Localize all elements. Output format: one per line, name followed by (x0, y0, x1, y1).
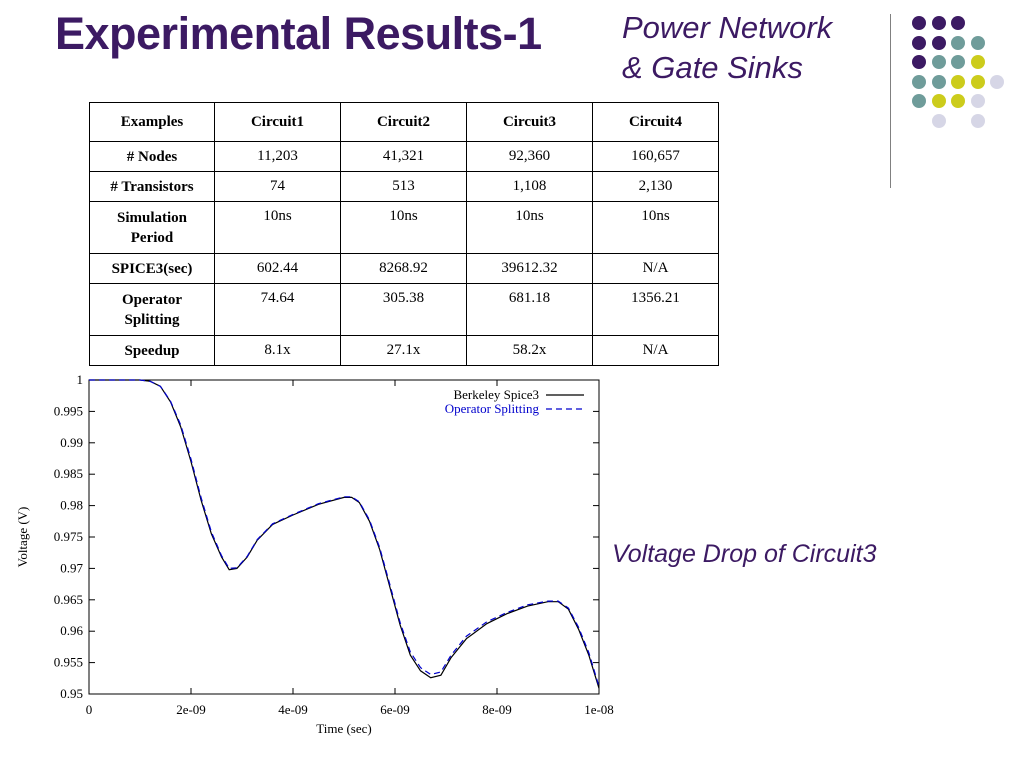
table-cell: N/A (592, 253, 719, 284)
decorative-dot (970, 74, 985, 89)
y-tick-label: 0.99 (60, 435, 83, 450)
y-tick-label: 0.955 (54, 655, 83, 670)
voltage-chart: 0.95 0.955 0.96 0.965 0.97 0.975 0.98 0.985 0.99… (15, 372, 614, 736)
decorative-dot (970, 55, 985, 69)
decorative-divider (890, 14, 891, 188)
decorative-dot (931, 113, 946, 128)
y-tick-label: 1 (77, 372, 84, 387)
table-cell: 681.18 (466, 283, 593, 336)
table-row: # Nodes 11,203 41,321 92,360 160,657 (89, 141, 719, 172)
table-header-cell: Examples (89, 102, 215, 142)
x-axis-label: Time (sec) (316, 721, 372, 736)
table-row-header: # Transistors (89, 171, 215, 202)
series-line-operator-splitting (89, 379, 600, 687)
decorative-dot (931, 35, 946, 50)
subtitle-line-1: Power Network (622, 10, 833, 45)
decorative-dot (990, 74, 1004, 89)
table-cell: 160,657 (592, 141, 719, 172)
slide-title: Experimental Results-1 (55, 8, 542, 59)
table-row-header: # Nodes (89, 141, 215, 172)
decorative-dot (912, 94, 926, 108)
y-tick-label: 0.95 (60, 686, 83, 701)
series-line-spice3 (89, 379, 600, 689)
table-row: # Transistors 74 513 1,108 2,130 (89, 171, 719, 202)
decorative-dot (951, 94, 965, 108)
y-tick-label: 0.995 (54, 403, 83, 418)
y-axis-label: Voltage (V) (15, 507, 30, 568)
table-cell: 58.2x (466, 335, 593, 366)
decorative-dot (931, 55, 946, 69)
decorative-dot (951, 74, 965, 89)
decorative-dot (970, 35, 985, 50)
table-header-cell: Circuit1 (214, 102, 341, 142)
table-header-cell: Circuit3 (466, 102, 593, 142)
decorative-dot (931, 94, 946, 108)
table-row-header: SPICE3(sec) (89, 253, 215, 284)
table-row: Simulation Period 10ns 10ns 10ns 10ns (89, 201, 719, 254)
decorative-dot (970, 113, 985, 128)
y-tick-label: 0.96 (60, 623, 83, 638)
legend-label: Operator Splitting (445, 401, 540, 416)
table-cell: 1,108 (466, 171, 593, 202)
decorative-dot (931, 74, 946, 89)
y-tick-label: 0.97 (60, 560, 83, 575)
table-header-cell: Circuit2 (340, 102, 467, 142)
table-cell: 27.1x (340, 335, 467, 366)
x-tick-label: 6e-09 (380, 702, 410, 717)
table-cell: 39612.32 (466, 253, 593, 284)
table-cell: 8268.92 (340, 253, 467, 284)
decorative-dot (951, 55, 965, 69)
table-cell: 10ns (214, 201, 341, 254)
y-tick-label: 0.975 (54, 529, 83, 544)
table-cell: 11,203 (214, 141, 341, 172)
slide-subtitle: Power Network & Gate Sinks (622, 8, 832, 88)
table-cell: 10ns (466, 201, 593, 254)
table-cell: 602.44 (214, 253, 341, 284)
x-tick-label: 4e-09 (278, 702, 308, 717)
table-header-row: Examples Circuit1 Circuit2 Circuit3 Circ… (89, 102, 719, 142)
decorative-dot (912, 16, 926, 30)
subtitle-line-2: & Gate Sinks (622, 50, 803, 85)
decorative-dot (912, 55, 926, 69)
table-cell: 8.1x (214, 335, 341, 366)
x-tick-label: 8e-09 (482, 702, 512, 717)
plot-frame (88, 379, 600, 695)
decorative-dot (931, 16, 946, 30)
table-row-header: Operator Splitting (89, 283, 215, 336)
x-tick-label: 0 (86, 702, 93, 717)
y-tick-label: 0.965 (54, 592, 83, 607)
table-cell: 513 (340, 171, 467, 202)
chart-caption: Voltage Drop of Circuit3 (612, 540, 877, 568)
table-row-header: Simulation Period (89, 201, 215, 254)
table-row: SPICE3(sec) 602.44 8268.92 39612.32 N/A (89, 253, 719, 284)
table-cell: N/A (592, 335, 719, 366)
table-row: Operator Splitting 74.64 305.38 681.18 1… (89, 283, 719, 336)
legend-label: Berkeley Spice3 (453, 387, 539, 402)
x-tick-label: 1e-08 (584, 702, 614, 717)
table-row-header: Speedup (89, 335, 215, 366)
y-tick-label: 0.985 (54, 466, 83, 481)
y-tick-label: 0.98 (60, 498, 83, 513)
table-row: Speedup 8.1x 27.1x 58.2x N/A (89, 335, 719, 366)
table-cell: 41,321 (340, 141, 467, 172)
table-cell: 2,130 (592, 171, 719, 202)
table-cell: 10ns (592, 201, 719, 254)
table-cell: 92,360 (466, 141, 593, 172)
table-cell: 74.64 (214, 283, 341, 336)
decorative-dot (912, 35, 926, 50)
table-cell: 305.38 (340, 283, 467, 336)
decorative-dot (912, 74, 926, 89)
decorative-dot (951, 35, 965, 50)
table-cell: 74 (214, 171, 341, 202)
x-tick-label: 2e-09 (176, 702, 206, 717)
table-cell: 1356.21 (592, 283, 719, 336)
table-header-cell: Circuit4 (592, 102, 719, 142)
results-table: Examples Circuit1 Circuit2 Circuit3 Circ… (89, 102, 719, 366)
decorative-dot (970, 94, 985, 108)
decorative-dot (951, 16, 965, 30)
table-cell: 10ns (340, 201, 467, 254)
